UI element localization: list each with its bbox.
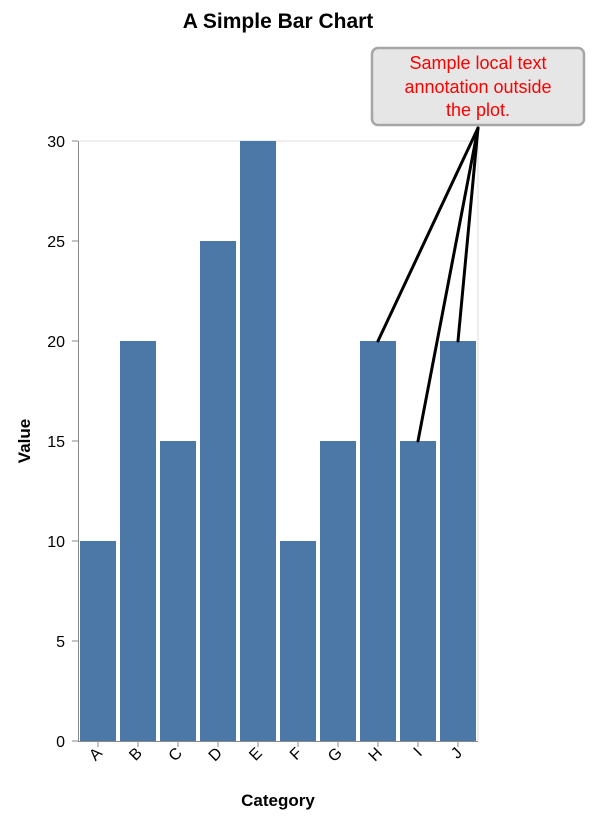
bar-b bbox=[120, 341, 156, 741]
bar-a bbox=[80, 541, 116, 741]
x-tick-label: H bbox=[366, 745, 386, 765]
leader-line-h bbox=[376, 126, 480, 343]
annotation-box bbox=[370, 46, 586, 127]
x-tick-label: I bbox=[411, 745, 426, 760]
y-axis: 0 5 10 15 20 25 30 bbox=[47, 134, 79, 751]
bar-h bbox=[360, 341, 396, 741]
y-tick-label: 25 bbox=[47, 234, 65, 251]
bar-g bbox=[320, 441, 356, 741]
bar-i bbox=[400, 441, 436, 741]
bars-group bbox=[80, 141, 476, 741]
y-tick-label: 10 bbox=[47, 534, 65, 551]
y-tick-label: 15 bbox=[47, 434, 65, 451]
x-axis-title: Category bbox=[241, 791, 315, 810]
y-tick-label: 5 bbox=[56, 634, 65, 651]
x-tick-label: D bbox=[206, 745, 226, 765]
leader-line-j bbox=[456, 126, 480, 343]
x-tick-label: A bbox=[86, 745, 106, 765]
y-tick-label: 30 bbox=[47, 134, 65, 151]
x-tick-label: B bbox=[126, 745, 146, 765]
x-tick-label: C bbox=[166, 745, 186, 765]
y-tick-label: 0 bbox=[56, 734, 65, 751]
x-tick-label: G bbox=[325, 745, 346, 766]
leader-line-i bbox=[416, 126, 480, 443]
chart-title: A Simple Bar Chart bbox=[183, 10, 374, 33]
bar-d bbox=[200, 241, 236, 741]
bar-c bbox=[160, 441, 196, 741]
bar-f bbox=[280, 541, 316, 741]
plot-frame bbox=[80, 140, 479, 741]
annotation-line-1: Sample local text bbox=[409, 53, 546, 73]
bar-e bbox=[240, 141, 276, 741]
annotation-line-3: the plot. bbox=[446, 100, 510, 120]
x-tick-label: J bbox=[448, 745, 466, 763]
y-axis-title: Value bbox=[15, 419, 34, 463]
y-tick-label: 20 bbox=[47, 334, 65, 351]
annotation-leader-lines bbox=[376, 126, 480, 443]
x-tick-label: E bbox=[246, 745, 266, 765]
x-tick-label: F bbox=[287, 745, 306, 764]
bar-j bbox=[440, 341, 476, 741]
annotation-callout: Sample local text annotation outside the… bbox=[370, 46, 586, 127]
annotation-line-2: annotation outside bbox=[404, 77, 551, 97]
